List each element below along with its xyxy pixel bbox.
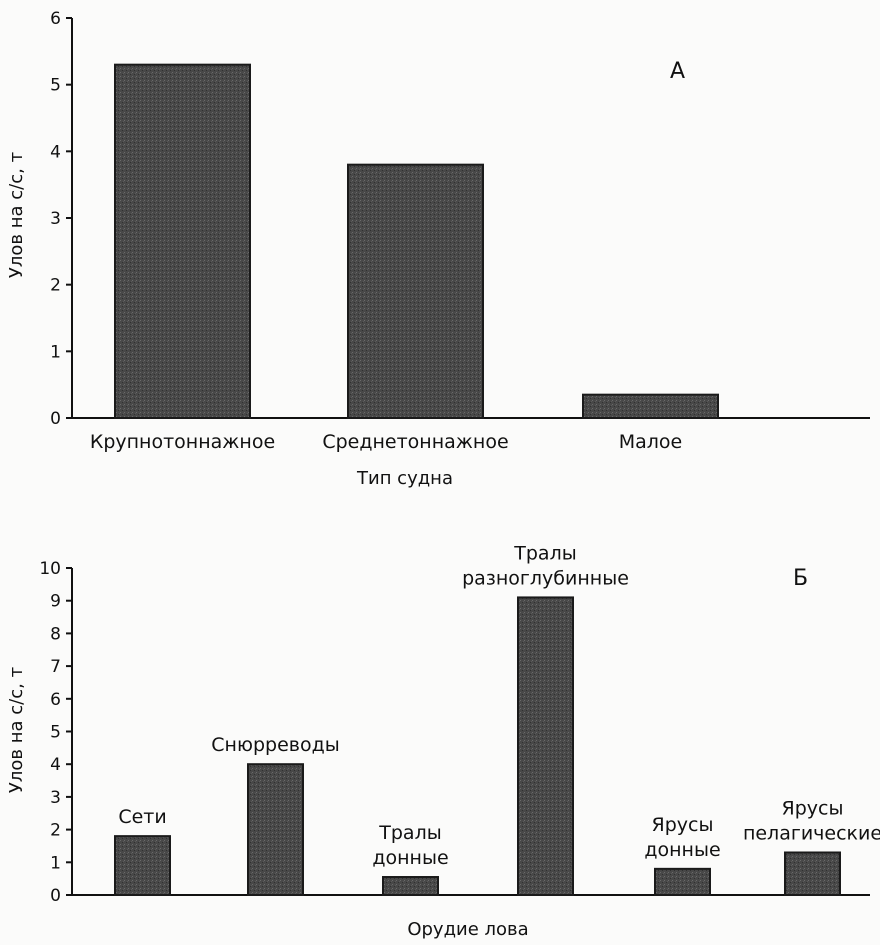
chart-b-x-axis-label: Орудие лова bbox=[407, 919, 528, 940]
chart-a-bars bbox=[114, 63, 719, 420]
chart-a-panel-label: А bbox=[670, 59, 685, 84]
chart-b-bar bbox=[247, 763, 304, 897]
chart-b-category-label: Ярусы bbox=[782, 797, 844, 819]
chart-a-x-axis-label: Тип судна bbox=[356, 468, 453, 489]
chart-a-y-tick-label: 3 bbox=[50, 209, 61, 229]
chart-b-y-tick-label: 3 bbox=[50, 788, 61, 808]
chart-b-y-tick-label: 10 bbox=[39, 559, 61, 579]
chart-b-y-tick-label: 5 bbox=[50, 723, 61, 743]
chart-b-y-axis-label: Улов на с/с, т bbox=[6, 667, 27, 793]
chart-b-y-tick-label: 8 bbox=[50, 624, 61, 644]
chart-a-y-axis-label: Улов на с/с, т bbox=[6, 152, 27, 278]
chart-b: Б Улов на с/с, т Орудие лова 0 1 2 3 4 5 6 7 8 9 1… bbox=[6, 542, 880, 940]
chart-a-category-label: Малое bbox=[619, 431, 683, 453]
chart-b-bar bbox=[114, 835, 171, 897]
chart-a-category-label: Среднетоннажное bbox=[322, 431, 508, 453]
chart-b-y-tick-label: 6 bbox=[50, 690, 61, 710]
chart-b-y-tick-label: 9 bbox=[50, 592, 61, 612]
chart-a-bar bbox=[582, 393, 719, 419]
chart-b-panel-label: Б bbox=[793, 566, 808, 591]
chart-b-category-label: донные bbox=[372, 847, 448, 869]
chart-b-category-label: Тралы bbox=[378, 822, 441, 844]
chart-b-category-label: Сети bbox=[118, 806, 166, 828]
chart-b-y-tick-label: 7 bbox=[50, 657, 61, 677]
chart-a-y-tick-label: 0 bbox=[50, 409, 61, 429]
chart-b-axes: 0 1 2 3 4 5 6 7 8 9 10 bbox=[39, 559, 870, 906]
chart-b-bar bbox=[517, 596, 574, 896]
chart-a-y-tick-label: 4 bbox=[50, 142, 61, 162]
chart-b-bar bbox=[382, 876, 439, 897]
chart-a: А Улов на с/с, т Тип судна 0 1 2 3 4 5 6 Крупн… bbox=[6, 9, 870, 489]
chart-a-category-label: Крупнотоннажное bbox=[90, 431, 275, 453]
chart-b-y-tick-label: 1 bbox=[50, 853, 61, 873]
chart-a-y-tick-label: 2 bbox=[50, 276, 61, 296]
chart-b-bar bbox=[654, 867, 711, 897]
chart-b-category-label: пелагические bbox=[743, 822, 880, 844]
chart-b-y-tick-label: 4 bbox=[50, 755, 61, 775]
chart-b-y-tick-label: 2 bbox=[50, 821, 61, 841]
chart-b-bar bbox=[784, 851, 841, 896]
chart-b-category-label: Тралы bbox=[513, 542, 576, 564]
chart-a-bar bbox=[114, 63, 251, 420]
chart-b-category-label: Снюрреводы bbox=[211, 734, 339, 756]
chart-b-bars bbox=[114, 596, 841, 897]
chart-b-y-tick-label: 0 bbox=[50, 886, 61, 906]
chart-b-category-label: разноглубинные bbox=[462, 567, 629, 589]
chart-a-y-tick-label: 5 bbox=[50, 76, 61, 96]
chart-a-category-labels: Крупнотоннажное Среднетоннажное Малое bbox=[90, 431, 682, 453]
chart-b-category-labels: Сети Снюрреводы Тралы донные Тралы разноглуби… bbox=[118, 542, 880, 869]
chart-a-y-tick-label: 1 bbox=[50, 342, 61, 362]
chart-b-category-label: Ярусы bbox=[652, 814, 714, 836]
chart-b-category-label: донные bbox=[644, 839, 720, 861]
chart-a-bar bbox=[347, 163, 484, 419]
chart-a-y-tick-label: 6 bbox=[50, 9, 61, 29]
